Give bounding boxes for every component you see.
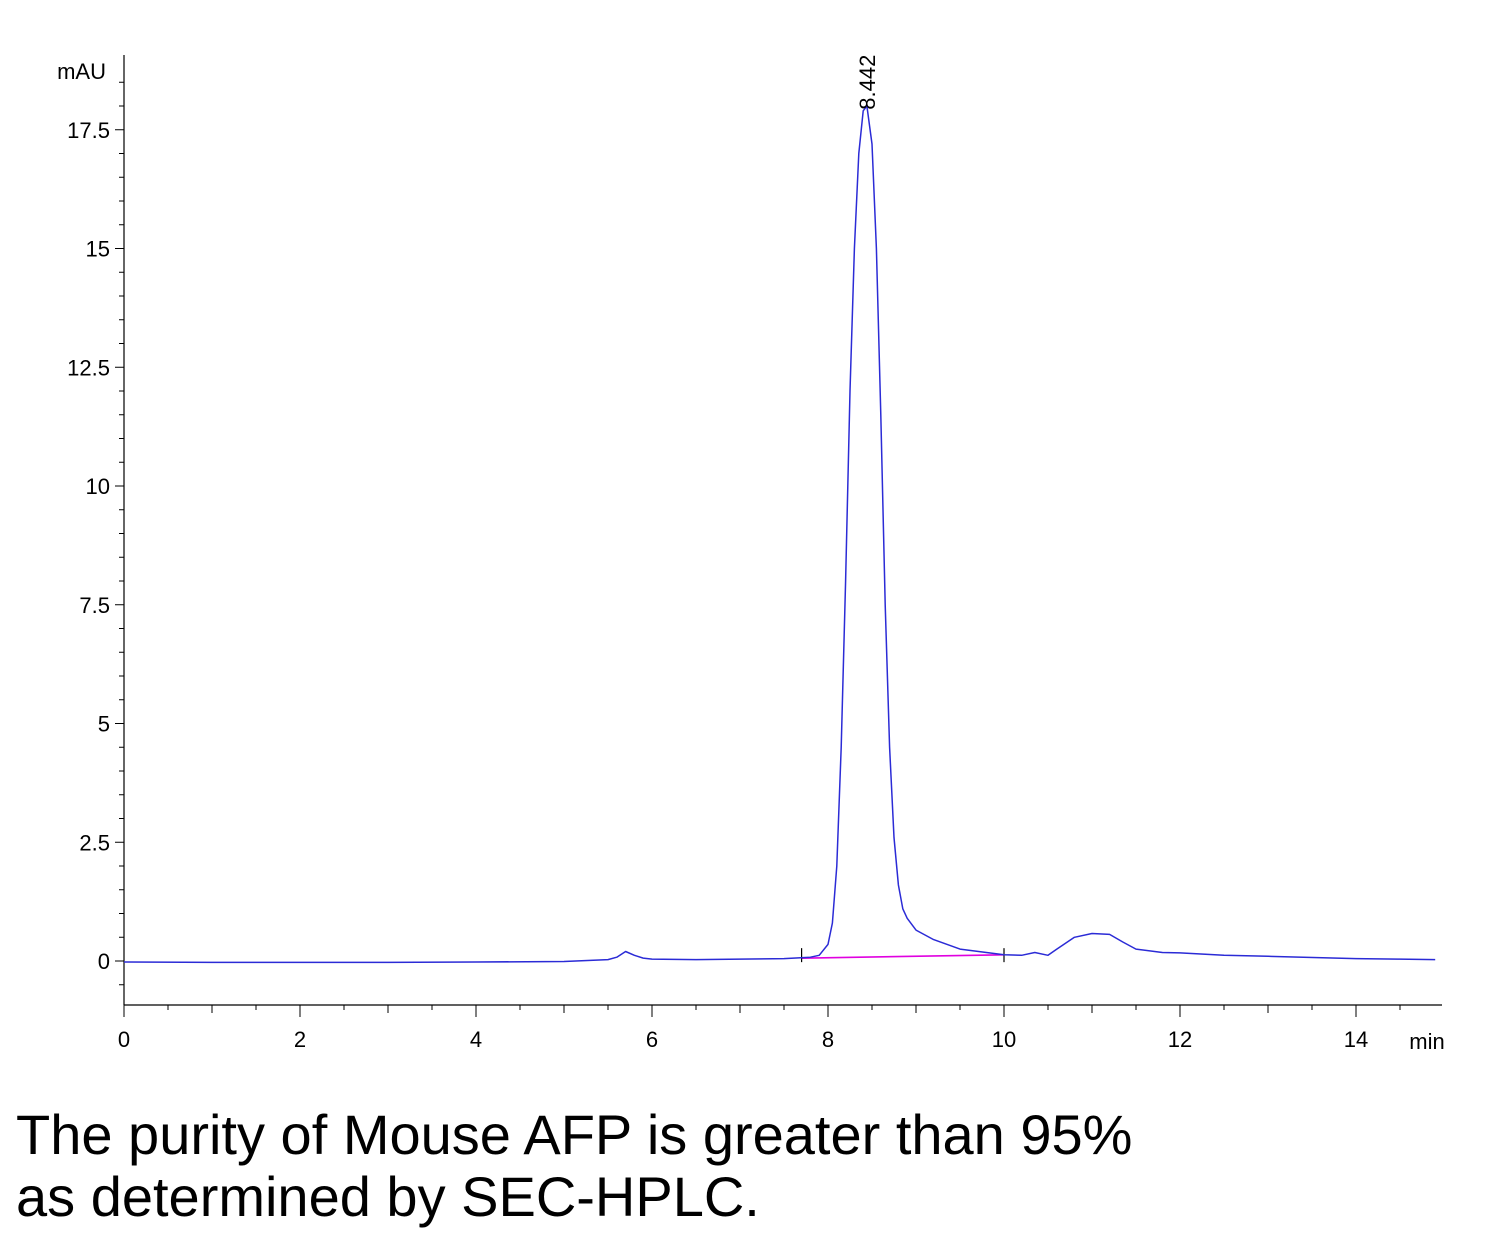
y-tick-label: 10 [86,474,110,499]
y-tick-label: 0 [98,949,110,974]
x-tick-label: 12 [1168,1027,1192,1052]
x-tick-label: 4 [470,1027,482,1052]
y-axis-label: mAU [57,59,106,84]
caption: The purity of Mouse AFP is greater than … [16,1104,1476,1228]
x-tick-label: 2 [294,1027,306,1052]
x-tick-label: 6 [646,1027,658,1052]
chromatogram-trace [123,105,1436,964]
chart-marks: 8.442 [123,55,1436,964]
x-tick-label: 14 [1344,1027,1368,1052]
x-tick-label: 10 [992,1027,1016,1052]
peak-label: 8.442 [855,55,880,110]
y-tick-label: 12.5 [67,355,110,380]
y-tick-label: 7.5 [79,593,110,618]
x-tick-label: 0 [118,1027,130,1052]
y-tick-label: 5 [98,712,110,737]
hplc-chromatogram: 0 2.5 5 7.5 10 12.5 15 17.5 mAU 0 2 4 6 8 10 12 14 min 8.… [57,55,1445,1054]
x-axis-label: min [1409,1029,1444,1054]
x-tick-label: 8 [822,1027,834,1052]
integration-baseline [801,954,1005,959]
y-tick-label: 17.5 [67,118,110,143]
caption-line-1: The purity of Mouse AFP is greater than … [16,1103,1133,1166]
y-tick-label: 2.5 [79,830,110,855]
caption-line-2: as determined by SEC-HPLC. [16,1165,760,1228]
y-tick-label: 15 [86,237,110,262]
axes: 0 2.5 5 7.5 10 12.5 15 17.5 mAU 0 2 4 6 8 10 12 14 min [57,55,1445,1054]
